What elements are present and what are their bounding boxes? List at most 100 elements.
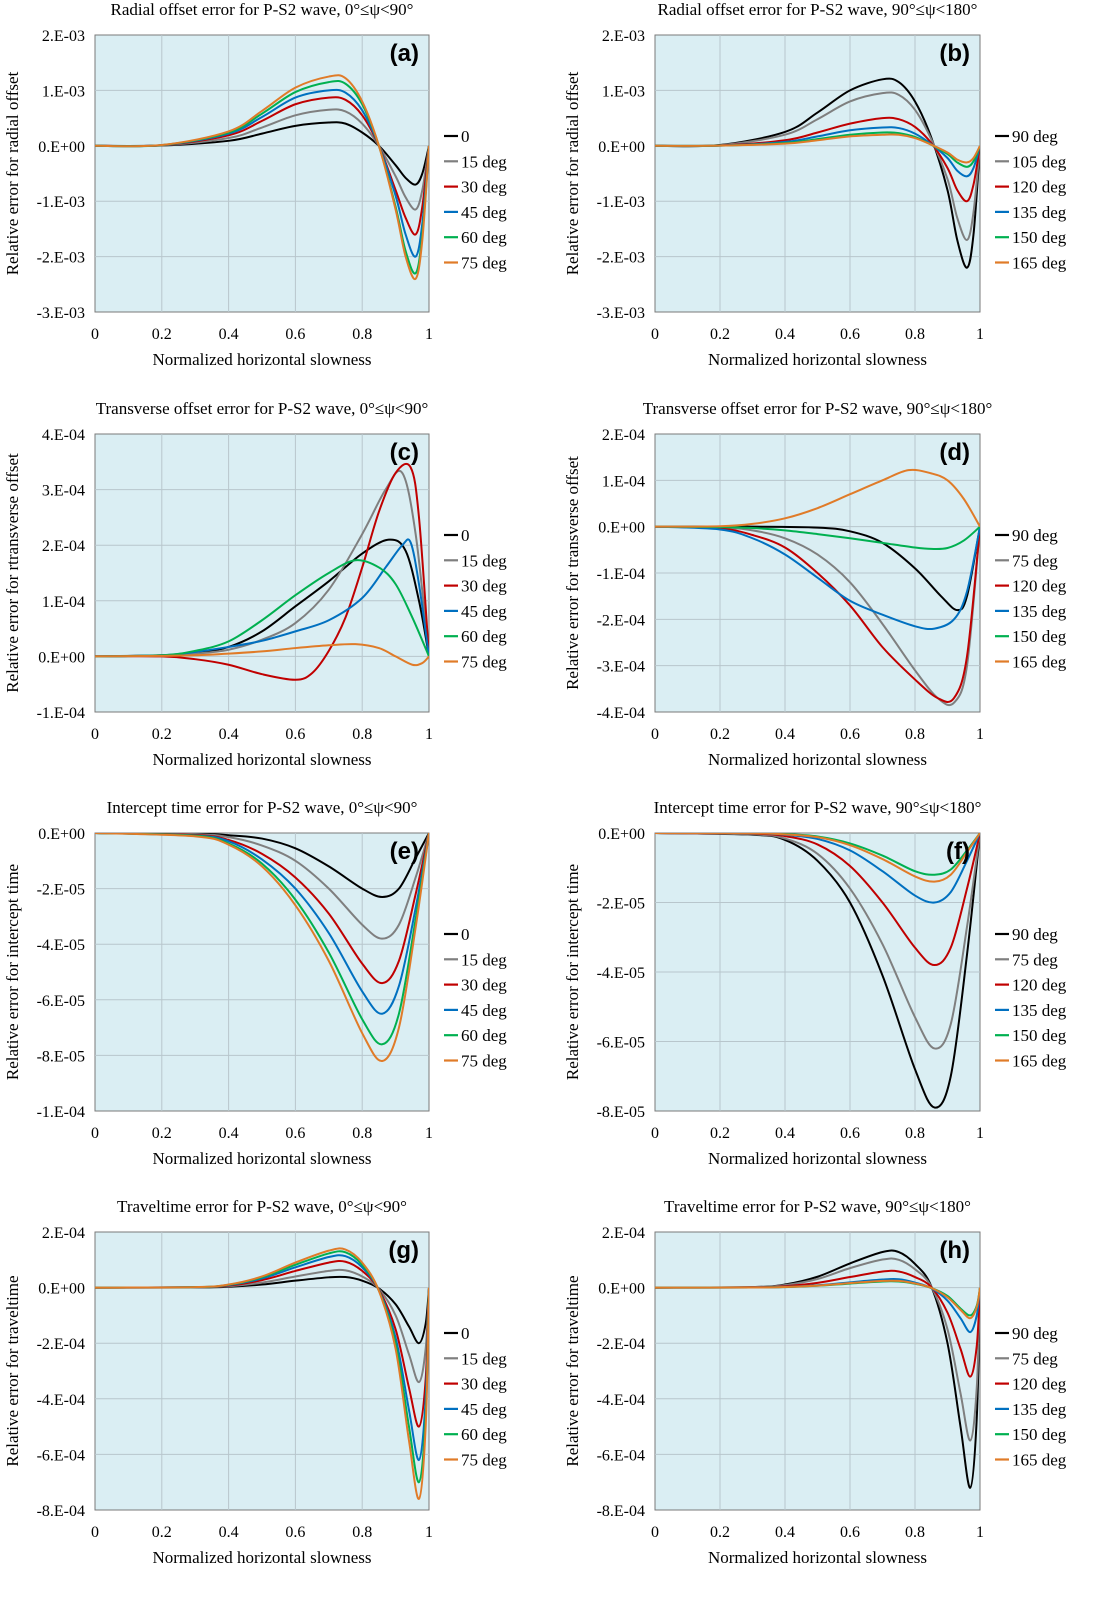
- y-tick-label: -4.E-05: [597, 965, 645, 982]
- legend-entry: 165 deg: [1012, 653, 1067, 672]
- x-axis-label: Normalized horizontal slowness: [152, 750, 371, 769]
- legend-entry: 30 deg: [461, 178, 507, 197]
- panel-label: (f): [946, 838, 970, 865]
- series-line-90-deg: [655, 525, 980, 612]
- series-line-0: [95, 121, 429, 186]
- y-axis-label: Relative error for radial offset: [563, 71, 582, 275]
- x-tick-label: 0.2: [710, 326, 730, 343]
- series-line-120-deg: [655, 116, 980, 203]
- legend-entry: 45 deg: [461, 203, 507, 222]
- legend-entry: 120 deg: [1012, 178, 1067, 197]
- y-tick-label: -1.E-03: [37, 194, 85, 211]
- chart-panel: Traveltime error for P-S2 wave, 90°≤ψ<18…: [563, 1197, 1067, 1567]
- y-axis-label: Relative error for transverse offset: [563, 456, 582, 690]
- x-tick-label: 1: [425, 1125, 433, 1142]
- legend-entry: 150 deg: [1012, 627, 1067, 646]
- chart-title: Traveltime error for P-S2 wave, 90°≤ψ<18…: [664, 1197, 971, 1216]
- series-line-45-deg: [95, 833, 429, 1015]
- legend-entry: 90 deg: [1012, 925, 1058, 944]
- y-tick-label: -1.E-04: [597, 566, 645, 583]
- x-tick-label: 0.4: [775, 1524, 795, 1541]
- x-tick-label: 0: [91, 326, 99, 343]
- y-tick-label: 0.E+00: [38, 139, 85, 156]
- y-tick-label: -2.E-05: [597, 896, 645, 913]
- legend-entry: 90 deg: [1012, 1324, 1058, 1343]
- panel-label: (b): [939, 40, 970, 67]
- y-tick-label: -6.E-04: [597, 1447, 645, 1464]
- legend-entry: 165 deg: [1012, 1451, 1067, 1470]
- chart-panel: Intercept time error for P-S2 wave, 90°≤…: [563, 798, 1067, 1168]
- series-line-165-deg: [655, 833, 980, 883]
- x-tick-label: 1: [425, 726, 433, 743]
- plot-area: [654, 34, 981, 313]
- legend-entry: 60 deg: [461, 228, 507, 247]
- y-tick-label: 1.E-03: [42, 83, 85, 100]
- chart-title: Radial offset error for P-S2 wave, 0°≤ψ<…: [111, 0, 414, 19]
- plot-area: [94, 832, 430, 1112]
- x-tick-label: 0.6: [840, 326, 860, 343]
- y-tick-label: 3.E-04: [42, 483, 85, 500]
- series-line-0: [95, 833, 429, 898]
- x-tick-label: 0.6: [840, 726, 860, 743]
- y-tick-label: -8.E-05: [37, 1048, 85, 1065]
- x-tick-label: 0: [91, 1125, 99, 1142]
- legend: 0 15 deg 30 deg 45 deg 60 deg 75 deg: [444, 1324, 507, 1470]
- y-tick-label: 2.E-03: [602, 28, 645, 45]
- x-tick-label: 0: [91, 726, 99, 743]
- y-axis-label: Relative error for intercept time: [563, 864, 582, 1080]
- legend-entry: 135 deg: [1012, 1001, 1067, 1020]
- legend-entry: 75 deg: [1012, 551, 1058, 570]
- y-tick-label: -1.E-04: [37, 1104, 85, 1121]
- x-axis-label: Normalized horizontal slowness: [152, 1149, 371, 1168]
- chart-title: Intercept time error for P-S2 wave, 0°≤ψ…: [107, 798, 418, 817]
- legend-entry: 150 deg: [1012, 1425, 1067, 1444]
- series-line-45-deg: [95, 88, 429, 258]
- legend-entry: 135 deg: [1012, 1400, 1067, 1419]
- panel-label: (h): [939, 1237, 970, 1264]
- x-tick-label: 0.6: [285, 1125, 305, 1142]
- x-tick-label: 0.2: [152, 726, 172, 743]
- y-tick-label: -6.E-04: [37, 1447, 85, 1464]
- legend-entry: 0: [461, 127, 470, 146]
- legend: 90 deg 75 deg 120 deg 135 deg 150 deg 165 deg: [995, 1324, 1067, 1470]
- chart-title: Intercept time error for P-S2 wave, 90°≤…: [654, 798, 982, 817]
- x-tick-label: 0.4: [219, 326, 239, 343]
- series-line-75-deg: [95, 74, 429, 281]
- x-tick-label: 0.4: [775, 1125, 795, 1142]
- x-tick-label: 0.8: [905, 1125, 925, 1142]
- legend-entry: 60 deg: [461, 1425, 507, 1444]
- y-tick-label: -4.E-04: [597, 1392, 645, 1409]
- legend: 90 deg 75 deg 120 deg 135 deg 150 deg 165 deg: [995, 925, 1067, 1071]
- legend-entry: 60 deg: [461, 1026, 507, 1045]
- legend-entry: 120 deg: [1012, 976, 1067, 995]
- chart-title: Transverse offset error for P-S2 wave, 9…: [643, 399, 993, 418]
- legend-entry: 120 deg: [1012, 577, 1067, 596]
- x-axis-label: Normalized horizontal slowness: [708, 350, 927, 369]
- y-tick-label: -1.E-03: [597, 194, 645, 211]
- series-line-105-deg: [655, 91, 980, 241]
- series-line-30-deg: [95, 96, 429, 236]
- y-axis-label: Relative error for traveltime: [3, 1275, 22, 1466]
- x-tick-label: 0.4: [219, 1125, 239, 1142]
- y-tick-label: 2.E-04: [42, 538, 85, 555]
- series-line-135-deg: [655, 126, 980, 178]
- legend-entry: 0: [461, 1324, 470, 1343]
- x-axis-label: Normalized horizontal slowness: [708, 1149, 927, 1168]
- panel-label: (e): [390, 838, 419, 865]
- series-line-60-deg: [95, 559, 429, 658]
- x-axis-label: Normalized horizontal slowness: [708, 750, 927, 769]
- y-tick-label: -6.E-05: [37, 993, 85, 1010]
- y-tick-label: 0.E+00: [38, 1281, 85, 1298]
- legend-entry: 30 deg: [461, 577, 507, 596]
- legend-entry: 15 deg: [461, 1349, 507, 1368]
- y-tick-label: 1.E-03: [602, 83, 645, 100]
- y-axis-label: Relative error for radial offset: [3, 71, 22, 275]
- y-tick-label: 2.E-04: [42, 1225, 85, 1242]
- legend-entry: 15 deg: [461, 551, 507, 570]
- y-tick-label: -2.E-04: [37, 1336, 85, 1353]
- y-tick-label: -8.E-04: [597, 1503, 645, 1520]
- y-tick-label: -3.E-04: [597, 659, 645, 676]
- series-group: [655, 468, 980, 707]
- series-line-75-deg: [95, 833, 429, 1062]
- x-tick-label: 0.4: [775, 326, 795, 343]
